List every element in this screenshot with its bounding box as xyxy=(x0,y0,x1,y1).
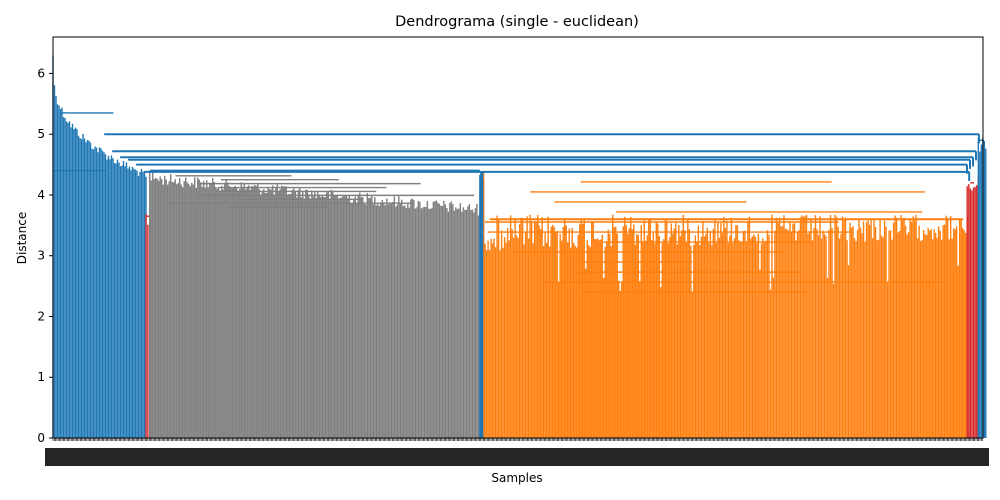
plot-area xyxy=(52,55,987,438)
y-tick-label: 6 xyxy=(37,66,45,80)
cluster xyxy=(52,55,147,438)
y-tick-label: 1 xyxy=(37,370,45,384)
plot-frame xyxy=(52,36,984,439)
chart-title: Dendrograma (single - euclidean) xyxy=(395,14,639,30)
y-tick-label: 2 xyxy=(37,309,45,323)
y-tick-label: 4 xyxy=(37,188,45,202)
cluster xyxy=(977,137,987,438)
cluster xyxy=(149,171,481,438)
y-axis-label: Distance xyxy=(15,212,29,264)
y-axis: 0 1 2 3 4 5 6 xyxy=(37,66,53,445)
cluster xyxy=(966,178,980,438)
top-merges xyxy=(104,133,980,438)
y-tick-label: 5 xyxy=(37,127,45,141)
cluster xyxy=(482,171,968,438)
x-axis-ticks xyxy=(45,438,989,466)
y-tick-label: 0 xyxy=(37,431,45,445)
y-tick-label: 3 xyxy=(37,249,45,263)
x-tick-labels-band xyxy=(45,448,989,466)
x-axis-label: Samples xyxy=(491,471,542,485)
